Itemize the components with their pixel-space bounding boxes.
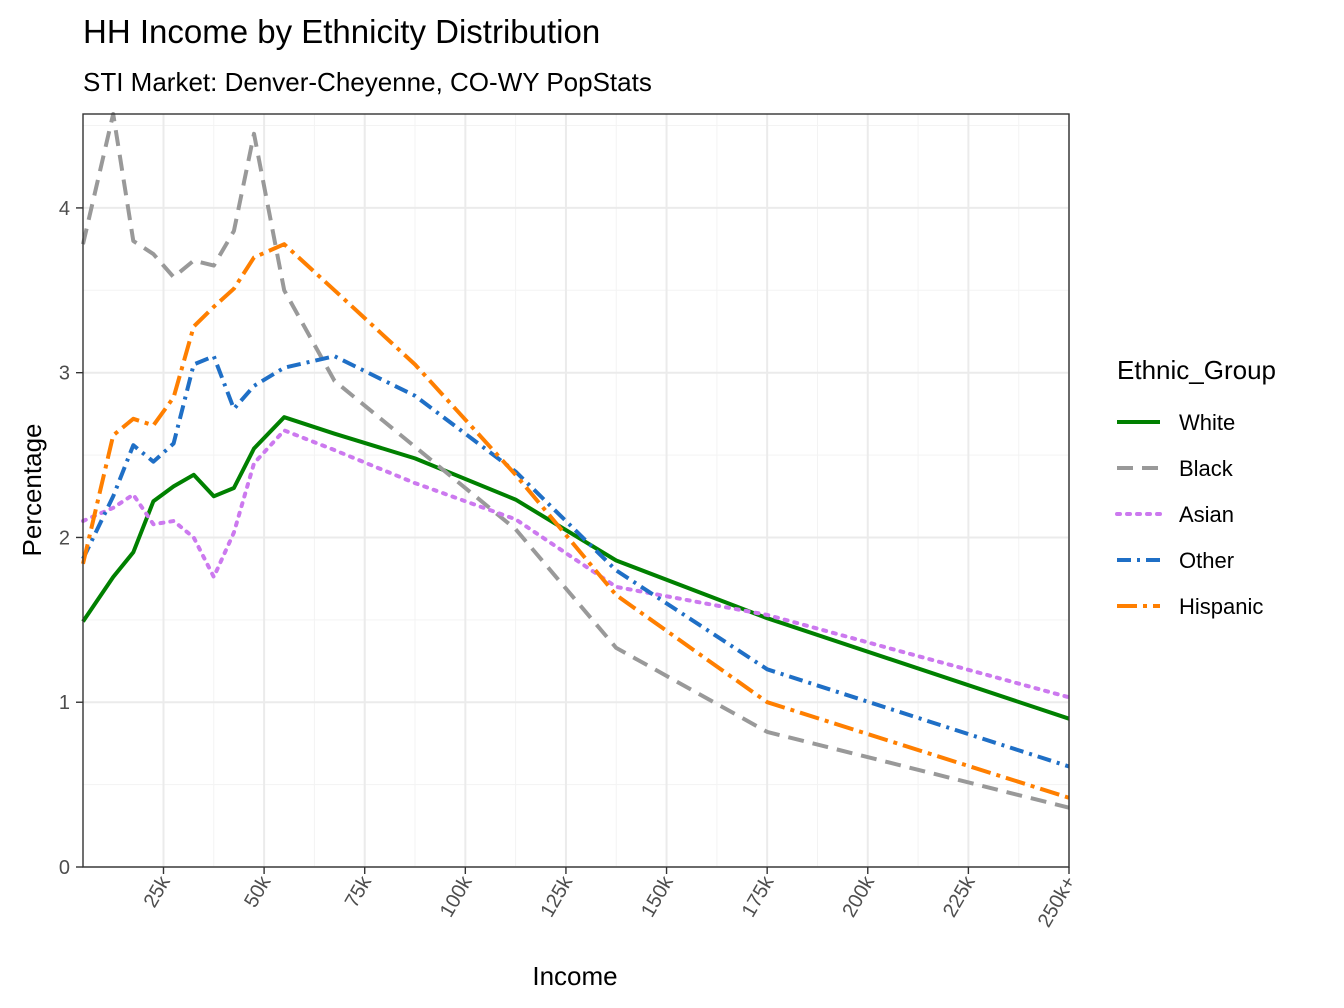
x-tick-label: 175k bbox=[738, 872, 779, 921]
x-axis: 25k 50k 75k 100k 125k 150k 175k 200k 225k 250k+ bbox=[140, 867, 1081, 932]
x-tick-label: 75k bbox=[341, 872, 377, 912]
x-tick-label: 50k bbox=[240, 872, 276, 912]
y-tick-label: 3 bbox=[59, 363, 70, 385]
y-tick-label: 0 bbox=[59, 857, 70, 879]
legend-title: Ethnic_Group bbox=[1117, 355, 1276, 385]
series-line-black bbox=[81, 112, 1070, 810]
legend-label-asian: Asian bbox=[1179, 502, 1234, 527]
y-axis-title: Percentage bbox=[17, 424, 47, 557]
x-tick-label: 200k bbox=[838, 872, 879, 921]
chart-subtitle: STI Market: Denver-Cheyenne, CO-WY PopSt… bbox=[83, 67, 652, 97]
x-axis-title: Income bbox=[532, 961, 617, 991]
series-lines bbox=[81, 112, 1071, 810]
y-tick-label: 2 bbox=[59, 527, 70, 549]
legend-label-black: Black bbox=[1179, 456, 1234, 481]
series-line-other bbox=[81, 354, 1070, 769]
x-tick-label: 25k bbox=[140, 872, 176, 912]
legend-label-hispanic: Hispanic bbox=[1179, 594, 1263, 619]
y-axis: 0 1 2 3 4 bbox=[59, 198, 83, 879]
series-line-asian bbox=[81, 428, 1071, 700]
series-line-white bbox=[81, 415, 1070, 721]
series-line-hispanic bbox=[81, 242, 1070, 800]
minor-gridlines bbox=[83, 114, 1069, 867]
x-tick-label: 150k bbox=[637, 872, 678, 921]
x-tick-label: 225k bbox=[939, 872, 980, 921]
y-tick-label: 4 bbox=[59, 198, 70, 220]
legend-label-other: Other bbox=[1179, 548, 1234, 573]
legend: Ethnic_Group White Black Asian Other Hispani… bbox=[1115, 355, 1276, 619]
panel-border bbox=[82, 113, 1070, 868]
legend-label-white: White bbox=[1179, 410, 1235, 435]
x-tick-label: 100k bbox=[436, 872, 477, 921]
x-tick-label: 125k bbox=[537, 872, 578, 921]
y-tick-label: 1 bbox=[59, 692, 70, 714]
x-tick-label: 250k+ bbox=[1034, 873, 1081, 932]
chart-title: HH Income by Ethnicity Distribution bbox=[83, 13, 600, 50]
